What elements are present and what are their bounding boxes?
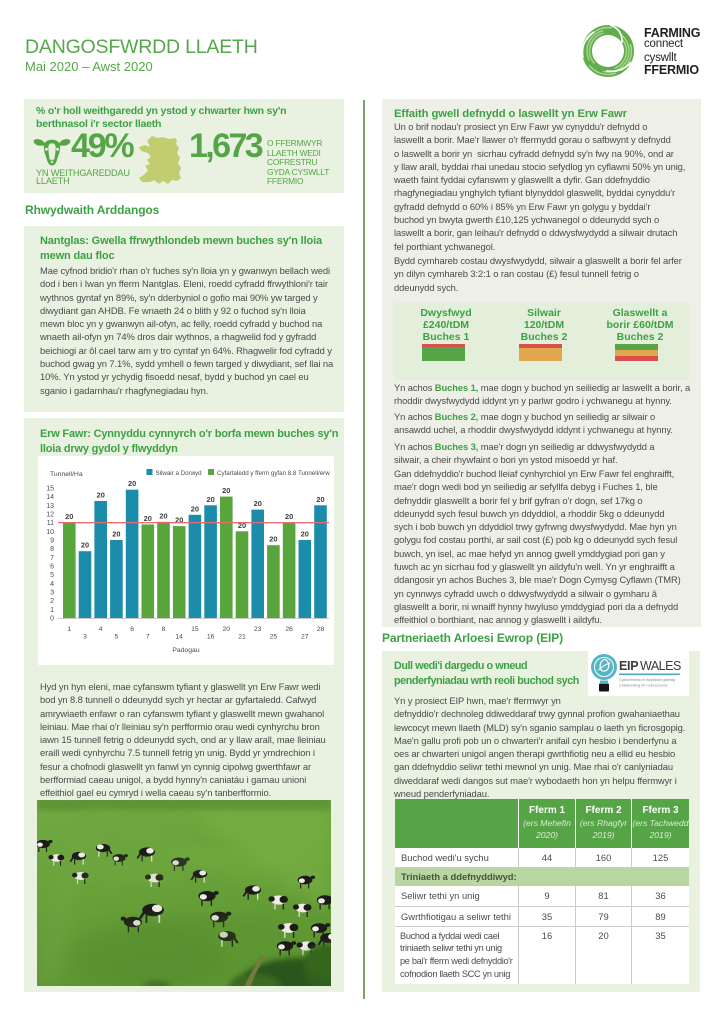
- svg-text:Cyfartaledd y fferm gyfan 8.8: Cyfartaledd y fferm gyfan 8.8 Tunnell/er…: [217, 470, 330, 477]
- svg-text:20: 20: [254, 499, 262, 508]
- svg-text:5: 5: [115, 634, 119, 641]
- svg-text:Silwair a Dorwyd: Silwair a Dorwyd: [156, 470, 203, 477]
- svg-text:21: 21: [238, 634, 246, 641]
- svg-text:WALES: WALES: [640, 659, 681, 673]
- svg-text:20: 20: [316, 495, 324, 504]
- svg-text:1: 1: [67, 626, 71, 633]
- svg-text:27: 27: [301, 634, 309, 641]
- svg-text:20: 20: [65, 512, 73, 521]
- svg-text:20: 20: [112, 530, 120, 539]
- svg-text:20: 20: [222, 486, 230, 495]
- svg-text:20: 20: [301, 530, 309, 539]
- svg-text:23: 23: [254, 626, 262, 633]
- svg-text:3: 3: [50, 590, 54, 597]
- svg-text:7: 7: [50, 555, 54, 562]
- svg-text:25: 25: [270, 634, 278, 641]
- svg-text:8: 8: [162, 626, 166, 633]
- svg-text:20: 20: [81, 541, 89, 550]
- svg-text:9: 9: [50, 538, 54, 545]
- svg-text:3: 3: [83, 634, 87, 641]
- svg-text:20: 20: [97, 491, 105, 500]
- svg-text:15: 15: [191, 626, 199, 633]
- svg-text:20: 20: [191, 504, 199, 513]
- svg-text:Cydweithredu er llwyddiant gwl: Cydweithredu er llwyddiant gwledig: [619, 678, 675, 682]
- svg-text:4: 4: [99, 626, 103, 633]
- svg-text:28: 28: [317, 626, 325, 633]
- svg-text:Tunnell/Ha: Tunnell/Ha: [50, 471, 83, 478]
- svg-text:20: 20: [223, 626, 231, 633]
- svg-text:20: 20: [269, 535, 277, 544]
- svg-text:26: 26: [285, 626, 293, 633]
- svg-text:20: 20: [206, 495, 214, 504]
- svg-text:EIP: EIP: [619, 659, 638, 673]
- svg-text:0: 0: [50, 616, 54, 623]
- svg-text:10: 10: [46, 529, 54, 536]
- svg-text:6: 6: [130, 626, 134, 633]
- svg-text:13: 13: [46, 503, 54, 510]
- svg-text:8: 8: [50, 546, 54, 553]
- svg-text:20: 20: [144, 514, 152, 523]
- svg-text:15: 15: [46, 486, 54, 493]
- svg-text:2: 2: [50, 598, 54, 605]
- svg-text:14: 14: [175, 634, 183, 641]
- svg-text:20: 20: [175, 516, 183, 525]
- svg-text:7: 7: [146, 634, 150, 641]
- svg-text:16: 16: [207, 634, 215, 641]
- svg-text:11: 11: [47, 520, 54, 527]
- svg-text:Padogau: Padogau: [172, 647, 199, 654]
- svg-text:20: 20: [128, 479, 136, 488]
- svg-text:Collaborating for rural succes: Collaborating for rural success: [619, 684, 668, 688]
- svg-text:20: 20: [159, 511, 167, 520]
- svg-text:12: 12: [46, 512, 54, 519]
- svg-text:20: 20: [238, 521, 246, 530]
- svg-text:14: 14: [46, 494, 54, 501]
- svg-text:1: 1: [50, 607, 54, 614]
- svg-text:4: 4: [50, 581, 54, 588]
- svg-text:20: 20: [285, 512, 293, 521]
- svg-text:5: 5: [50, 572, 54, 579]
- svg-text:6: 6: [50, 564, 54, 571]
